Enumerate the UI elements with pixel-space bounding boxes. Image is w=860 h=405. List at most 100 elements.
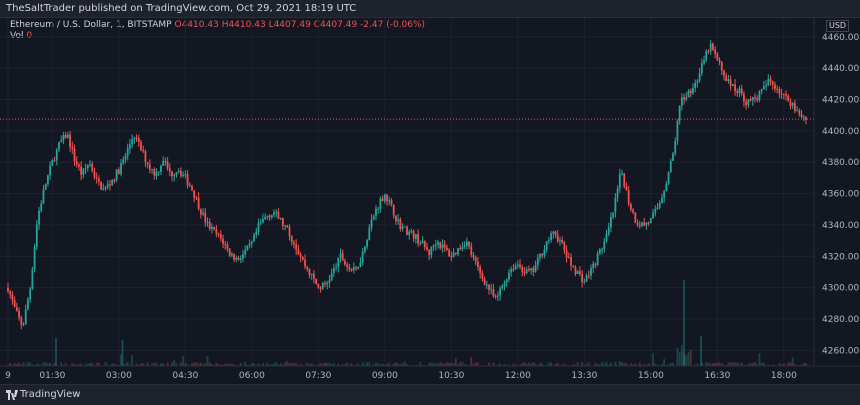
price-tick-label: 4400.00 xyxy=(822,127,859,137)
volume-bar xyxy=(244,362,246,366)
candle-body xyxy=(278,212,280,219)
candle-body xyxy=(295,244,297,249)
candle-body xyxy=(326,283,328,284)
candle-body xyxy=(253,235,255,242)
candle-body xyxy=(118,169,120,173)
volume-bar xyxy=(105,362,107,366)
candle-body xyxy=(402,227,404,229)
candle-body xyxy=(504,282,506,286)
candle-body xyxy=(302,257,304,260)
volume-bar xyxy=(362,362,364,366)
candle-body xyxy=(435,245,437,246)
candle-body xyxy=(200,209,202,214)
candle-body xyxy=(138,138,140,142)
candle-body xyxy=(360,262,362,266)
candle-body xyxy=(626,186,628,190)
candle-body xyxy=(770,79,772,81)
volume-bar xyxy=(182,356,184,366)
candle-body xyxy=(244,250,246,254)
price-tick-label: 4280.00 xyxy=(822,315,859,325)
candle-body xyxy=(49,166,51,175)
candle-body xyxy=(36,224,38,246)
volume-bar xyxy=(55,338,57,366)
tradingview-brand[interactable]: TradingView xyxy=(20,385,80,405)
price-tick-label: 4460.00 xyxy=(822,33,859,43)
volume-bar xyxy=(493,363,495,366)
volume-bar xyxy=(732,362,734,366)
candle-body xyxy=(145,151,147,162)
candle-body xyxy=(767,79,769,85)
candle-body xyxy=(291,236,293,242)
volume-bar xyxy=(215,363,217,366)
candle-body xyxy=(311,274,313,275)
candle-body xyxy=(699,73,701,80)
volume-bar xyxy=(581,362,583,366)
volume-bar xyxy=(286,361,288,366)
volume-bar xyxy=(790,362,792,366)
candle-body xyxy=(18,311,20,318)
candle-body xyxy=(255,232,257,235)
volume-bar xyxy=(759,353,761,366)
candle-body xyxy=(43,190,45,204)
volume-bar xyxy=(690,350,692,366)
currency-label[interactable]: USD xyxy=(826,20,849,32)
volume-bar xyxy=(395,362,397,366)
volume-bar xyxy=(730,362,732,366)
volume-bar xyxy=(419,362,421,366)
candle-body xyxy=(646,223,648,226)
candle-body xyxy=(739,89,741,94)
candle-body xyxy=(220,234,222,239)
candle-body xyxy=(692,88,694,93)
candle-body xyxy=(632,210,634,213)
candle-body xyxy=(85,168,87,169)
candle-body xyxy=(606,234,608,241)
candle-body xyxy=(661,198,663,203)
candle-body xyxy=(466,241,468,245)
candle-body xyxy=(297,250,299,255)
candle-body xyxy=(87,165,89,168)
volume-bar xyxy=(209,363,211,366)
candle-body xyxy=(424,241,426,247)
candle-body xyxy=(91,164,93,171)
volume-bar xyxy=(171,362,173,366)
candle-body xyxy=(56,149,58,160)
volume-bar xyxy=(375,363,377,366)
candle-body xyxy=(794,103,796,111)
candle-body xyxy=(271,215,273,218)
volume-bars xyxy=(7,280,807,366)
candle-body xyxy=(207,222,209,223)
volume-bar xyxy=(550,362,552,366)
volume-bar xyxy=(23,362,25,366)
candle-body xyxy=(728,79,730,81)
candle-body xyxy=(116,169,118,179)
volume-bar xyxy=(207,356,209,366)
candle-body xyxy=(76,161,78,164)
candle-body xyxy=(721,62,723,71)
candle-body xyxy=(734,84,736,91)
candle-body xyxy=(453,253,455,258)
candle-body xyxy=(672,154,674,161)
candle-body xyxy=(417,234,419,243)
candle-body xyxy=(732,84,734,85)
time-tick-label: 09:00 xyxy=(372,371,398,381)
candle-body xyxy=(433,246,435,247)
candle-body xyxy=(306,266,308,268)
candle-body xyxy=(415,234,417,239)
candle-body xyxy=(497,295,499,296)
candle-body xyxy=(654,209,656,213)
volume-bar xyxy=(728,362,730,366)
price-tick-label: 4360.00 xyxy=(822,190,859,200)
candle-body xyxy=(546,241,548,250)
candle-body xyxy=(315,279,317,284)
candle-body xyxy=(725,76,727,81)
candle-body xyxy=(621,173,623,174)
candle-body xyxy=(705,51,707,60)
candle-body xyxy=(164,161,166,162)
price-chart[interactable]: 4407.4900:46 4260.004280.004300.004320.0… xyxy=(0,0,860,384)
candle-body xyxy=(590,268,592,276)
candle-body xyxy=(380,198,382,208)
candle-body xyxy=(597,253,599,265)
tradingview-logo-icon[interactable] xyxy=(6,390,18,400)
volume-bar xyxy=(131,355,133,366)
